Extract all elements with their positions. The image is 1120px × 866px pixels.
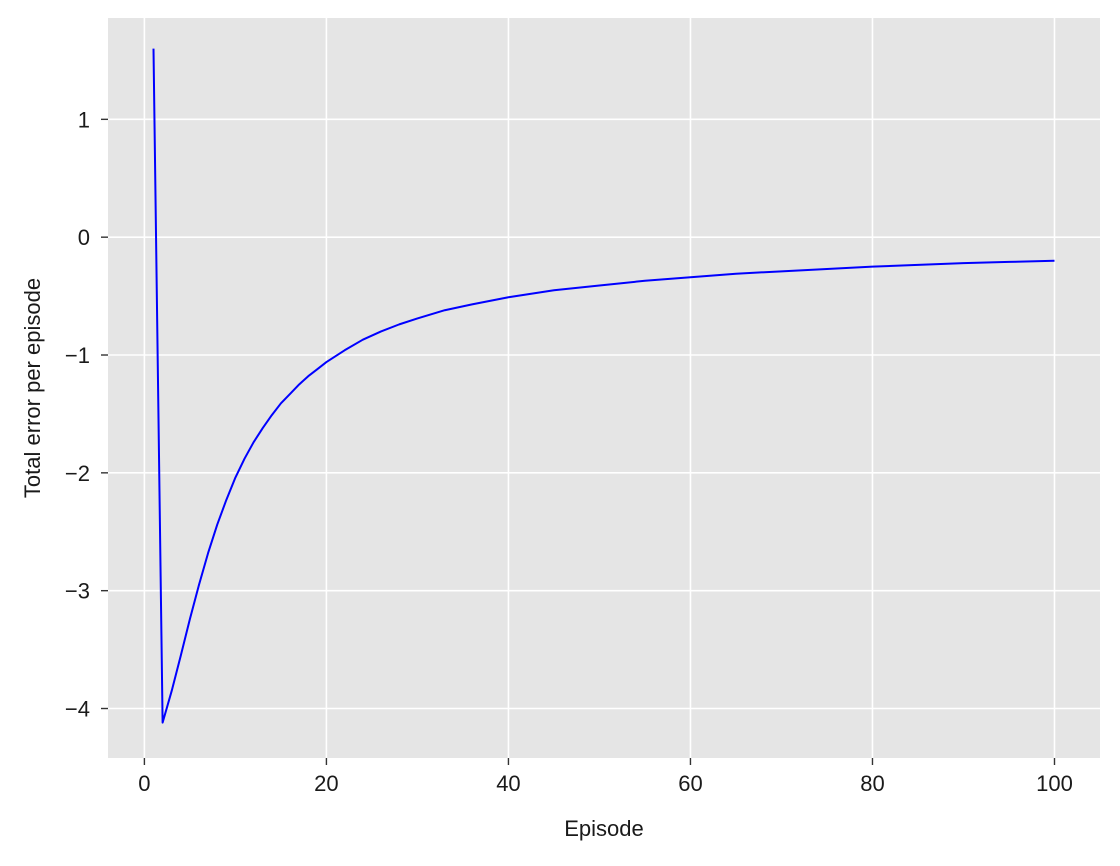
x-axis-label: Episode [564, 816, 644, 841]
y-tick-label: −4 [65, 697, 90, 722]
y-tick-label: −1 [65, 343, 90, 368]
y-tick-label: 1 [78, 107, 90, 132]
x-axis-ticks: 0 20 40 60 80 100 [138, 758, 1073, 796]
x-tick-label: 60 [678, 771, 702, 796]
x-tick-label: 20 [314, 771, 338, 796]
y-tick-label: −2 [65, 461, 90, 486]
y-tick-label: 0 [78, 225, 90, 250]
plot-area [108, 18, 1100, 758]
x-tick-label: 40 [496, 771, 520, 796]
series-line [152, 48, 1055, 724]
x-tick-label: 100 [1036, 771, 1073, 796]
y-axis-ticks: −4 −3 −2 −1 0 1 [65, 107, 108, 722]
series-layer [152, 48, 1055, 724]
grid [108, 18, 1100, 758]
y-tick-label: −3 [65, 579, 90, 604]
x-tick-label: 80 [860, 771, 884, 796]
x-tick-label: 0 [138, 771, 150, 796]
y-axis-label: Total error per episode [20, 278, 45, 498]
